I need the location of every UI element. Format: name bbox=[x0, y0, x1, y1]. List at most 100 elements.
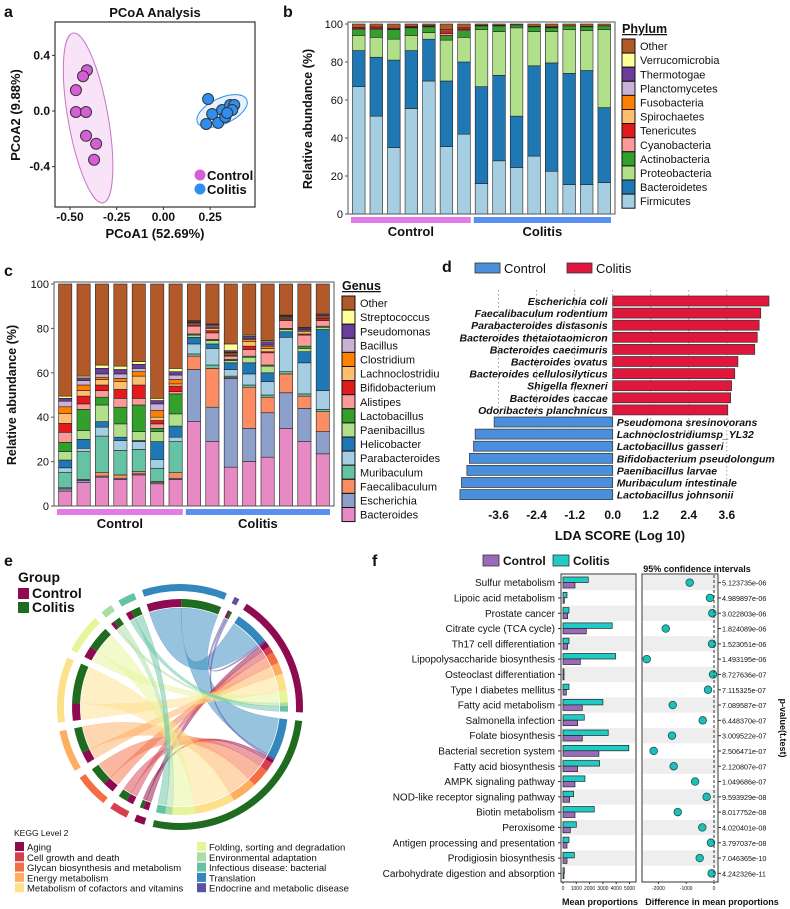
bar-segment-other bbox=[369, 23, 383, 28]
bar-segment-other bbox=[474, 23, 489, 26]
control-bar bbox=[562, 750, 600, 757]
bar-segment-lactobacillus bbox=[76, 409, 91, 431]
row-band bbox=[562, 636, 635, 652]
lda-bar bbox=[612, 368, 736, 379]
panel-label-b: b bbox=[283, 4, 293, 21]
p-value: 2.120807e-07 bbox=[722, 762, 766, 771]
legend-title: Genus bbox=[342, 279, 381, 293]
row-band bbox=[643, 697, 717, 713]
legend-label: Faecalibaculum bbox=[360, 481, 437, 493]
bar-segment-actinobacteria bbox=[369, 29, 383, 38]
bar-segment-escherichia bbox=[279, 392, 293, 429]
legend-swatch bbox=[341, 478, 356, 494]
kegg-legend-label: Environmental adaptation bbox=[209, 853, 317, 864]
legend-swatch-colitis bbox=[566, 262, 593, 274]
y-tick-label: 60 bbox=[331, 95, 343, 107]
bar-segment-faecalibaculum bbox=[187, 355, 201, 370]
feature-label: Paenibacillus larvae bbox=[617, 465, 718, 477]
bar-segment-other bbox=[439, 23, 454, 30]
bar-segment-actinobacteria bbox=[352, 29, 366, 36]
bar-segment-paenibacillus bbox=[279, 329, 293, 333]
category-inner-segment bbox=[126, 793, 137, 805]
bar-segment-bifidobacterium bbox=[131, 384, 146, 399]
colitis-bar bbox=[562, 729, 609, 736]
group-legend-label-colitis: Colitis bbox=[32, 599, 75, 615]
group-inner-segment bbox=[266, 652, 279, 667]
bar-segment-proteobacteria bbox=[492, 31, 506, 76]
ci-title: 95% confidence intervals bbox=[643, 564, 751, 574]
x-tick-label: 0 bbox=[713, 886, 716, 892]
category-inner-segment bbox=[113, 617, 124, 628]
bar-segment-firmicutes bbox=[457, 133, 471, 215]
bar-segment-bacteroidetes bbox=[387, 59, 401, 148]
kegg-legend-swatch bbox=[197, 862, 206, 872]
group-inner-segment bbox=[172, 805, 196, 815]
bar-segment-parabacteroides bbox=[205, 348, 220, 366]
colitis-bar bbox=[562, 821, 577, 828]
bar-segment-proteobacteria bbox=[562, 29, 576, 74]
colitis-bar bbox=[562, 668, 565, 675]
row-band bbox=[562, 605, 635, 621]
bar-segment-clostridium bbox=[168, 379, 183, 385]
bar-segment-other bbox=[205, 283, 220, 325]
bar-segment-lachnoclostridiu bbox=[95, 379, 109, 386]
legend-label: Proteobacteria bbox=[640, 168, 712, 180]
bar-segment-helicobacter bbox=[76, 439, 91, 449]
bar-segment-streptococcus bbox=[95, 364, 109, 369]
pathway-label: Carbohydrate digestion and absorption bbox=[383, 869, 555, 880]
bar-segment-bacteroides bbox=[205, 441, 220, 507]
control-bar bbox=[562, 796, 571, 803]
bar-segment-escherichia bbox=[242, 427, 257, 462]
p-value: 3.797037e-08 bbox=[722, 839, 766, 848]
feature-label: Pseudomona sresinovorans bbox=[617, 417, 758, 429]
feature-label: Bifidobacterium pseudolongum bbox=[617, 453, 775, 465]
bar-segment-other bbox=[279, 283, 293, 316]
bar-segment-pseudomonas bbox=[131, 364, 146, 369]
bar-segment-firmicutes bbox=[404, 108, 418, 215]
category-outer-arc bbox=[79, 774, 108, 804]
bar-segment-bacillus bbox=[150, 403, 165, 411]
p-value: 1.493195e-06 bbox=[722, 655, 766, 664]
difference-point bbox=[685, 578, 694, 587]
bar-segment-escherichia bbox=[297, 408, 312, 442]
category-outer-arc bbox=[59, 729, 81, 771]
bar-segment-other bbox=[404, 23, 418, 27]
bar-segment-pseudomonas bbox=[113, 369, 128, 375]
colitis-bar bbox=[562, 867, 565, 874]
pcoa-ylabel: PCoA2 (9.88%) bbox=[8, 69, 23, 161]
group-outer-arc-control bbox=[242, 603, 303, 713]
bar-segment-alistipes bbox=[223, 355, 238, 360]
category-inner-segment bbox=[131, 606, 143, 618]
pathway-label: Bacterial secretion system bbox=[438, 746, 555, 757]
legend-swatch-colitis bbox=[552, 554, 570, 567]
kegg-legend-swatch bbox=[15, 872, 24, 882]
legend-label: Paenibacillus bbox=[360, 425, 425, 437]
control-bar bbox=[562, 857, 568, 864]
bar-segment-pseudomonas bbox=[242, 335, 257, 339]
feature-label: Bacteroides caecimuris bbox=[490, 344, 608, 356]
kegg-legend-label: Energy metabolism bbox=[27, 873, 108, 884]
y-tick-label: 20 bbox=[37, 457, 49, 469]
bar-segment-bifidobacterium bbox=[168, 385, 183, 392]
bar-segment-lachnoclostridiu bbox=[297, 331, 312, 335]
pathway-label: Citrate cycle (TCA cycle) bbox=[446, 624, 555, 635]
bar-segment-clostridium bbox=[76, 384, 91, 391]
bar-segment-other bbox=[187, 283, 201, 321]
feature-label: Parabacteroides distasonis bbox=[471, 320, 608, 332]
group-inner-segment bbox=[249, 766, 267, 786]
kegg-legend-title: KEGG Level 2 bbox=[14, 828, 69, 838]
bar-segment-paenibacillus bbox=[242, 356, 257, 364]
y-tick-label: 0.4 bbox=[33, 48, 50, 62]
data-point-colitis bbox=[200, 117, 213, 130]
legend-swatch-control bbox=[474, 262, 501, 274]
bar-segment-proteobacteria bbox=[474, 29, 489, 88]
legend-swatch bbox=[341, 380, 356, 396]
p-value: 3.009522e-07 bbox=[722, 732, 766, 741]
colitis-bar bbox=[562, 622, 613, 629]
group-inner-segment bbox=[279, 702, 288, 707]
bar-segment-bacteroides bbox=[187, 421, 201, 507]
p-value: 3.022803e-06 bbox=[722, 609, 766, 618]
category-inner-segment bbox=[74, 726, 90, 753]
bar-segment-alistipes bbox=[113, 398, 128, 408]
